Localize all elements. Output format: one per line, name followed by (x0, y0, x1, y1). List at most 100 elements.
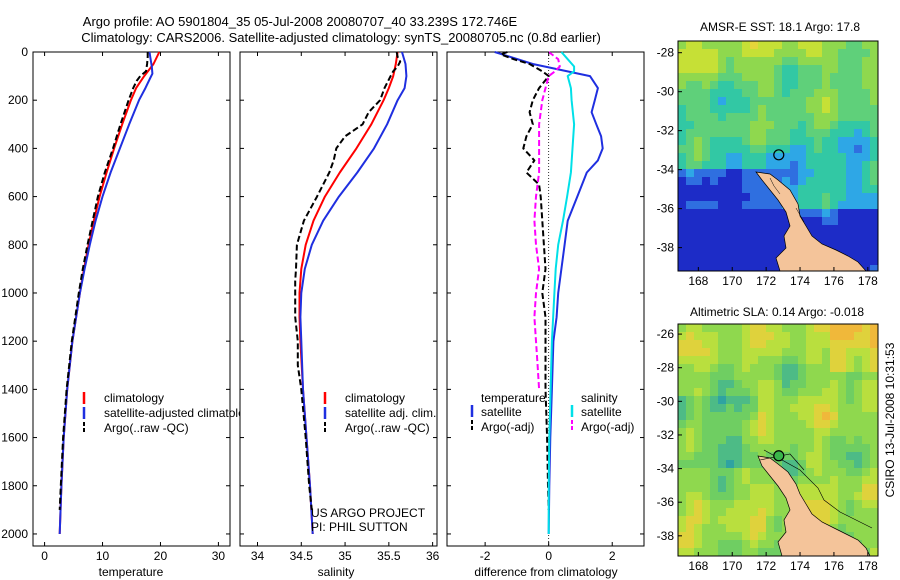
map-cell (750, 49, 759, 58)
map-cell (806, 412, 815, 421)
map-cell (822, 348, 831, 357)
map-cell (734, 460, 743, 469)
map-cell (758, 201, 767, 210)
y-tick-label: 800 (8, 238, 28, 252)
map-cell (694, 161, 703, 170)
map-cell (806, 452, 815, 461)
map-cell (758, 372, 767, 381)
map-cell (734, 249, 743, 258)
map-cell (870, 233, 878, 242)
map-cell (822, 380, 831, 389)
map-cell (838, 225, 847, 234)
map-cell (710, 516, 719, 525)
map-cell (822, 364, 831, 373)
map-cell (742, 137, 751, 146)
map-cell (870, 404, 878, 413)
map-cell (726, 137, 735, 146)
map-cell (806, 209, 815, 218)
legend-label: Argo(-adj) (481, 420, 534, 434)
map-cell (854, 217, 863, 226)
map-cell (790, 185, 799, 194)
map-cell (694, 468, 703, 477)
map-cell (830, 137, 839, 146)
map-cell (854, 332, 863, 341)
map-cell (830, 217, 839, 226)
map-cell (766, 356, 775, 365)
map-cell (678, 193, 687, 202)
map-cell (750, 41, 759, 50)
map-cell (854, 348, 863, 357)
map-cell (726, 484, 735, 493)
map-cell (814, 161, 823, 170)
map-cell (806, 404, 815, 413)
map-cell (702, 217, 711, 226)
map-cell (806, 113, 815, 122)
map-cell (694, 412, 703, 421)
map-cell (822, 468, 831, 477)
map-cell (790, 153, 799, 162)
map-cell (726, 217, 735, 226)
map-cell (862, 348, 871, 357)
map-cell (782, 81, 791, 90)
map-cell (710, 388, 719, 397)
x-tick-label: 34 (251, 549, 265, 563)
legend-label: satellite (481, 405, 522, 419)
map-cell (710, 548, 719, 556)
map-cell (862, 388, 871, 397)
map-cell (766, 476, 775, 485)
map-cell (718, 249, 727, 258)
map-cell (814, 460, 823, 469)
map-cell (758, 97, 767, 106)
map-cell (686, 476, 695, 485)
map-cell (830, 356, 839, 365)
map-cell (870, 89, 878, 98)
map-cell (726, 340, 735, 349)
map-cell (838, 73, 847, 82)
map-cell (838, 412, 847, 421)
map-cell (798, 65, 807, 74)
map-cell (750, 57, 759, 66)
map-cell (822, 436, 831, 445)
map-cell (854, 113, 863, 122)
map-cell (838, 185, 847, 194)
map-cell (694, 193, 703, 202)
map-cell (678, 532, 687, 541)
map-cell (718, 185, 727, 194)
csiro-timestamp: CSIRO 13-Jul-2008 10:31:53 (883, 342, 897, 497)
map-cell (758, 193, 767, 202)
map-cell (782, 73, 791, 82)
map-cell (846, 153, 855, 162)
map-y-tick-label: -26 (657, 327, 675, 341)
map-cell (790, 169, 799, 178)
map-cell (870, 185, 878, 194)
map-cell (782, 420, 791, 429)
map-cell (822, 57, 831, 66)
map-cell (766, 444, 775, 453)
map-cell (718, 81, 727, 90)
map-cell (686, 396, 695, 405)
map-cell (750, 532, 759, 541)
series-line-satellite-adj-clim- (299, 51, 408, 535)
map-cell (774, 49, 783, 58)
sla-field (678, 324, 878, 556)
map-cell (742, 460, 751, 469)
map-cell (862, 444, 871, 453)
map-cell (710, 129, 719, 138)
map-cell (678, 89, 687, 98)
map-cell (726, 257, 735, 266)
map-cell (822, 412, 831, 421)
x-tick-label: 30 (212, 549, 226, 563)
map-cell (702, 153, 711, 162)
sst-map-title: AMSR-E SST: 18.1 Argo: 17.8 (700, 20, 860, 34)
map-cell (854, 444, 863, 453)
map-cell (798, 404, 807, 413)
temperature-axes-frame (32, 51, 231, 547)
map-cell (838, 153, 847, 162)
map-cell (830, 468, 839, 477)
map-cell (862, 225, 871, 234)
map-cell (766, 420, 775, 429)
map-cell (750, 508, 759, 517)
map-cell (702, 540, 711, 549)
map-cell (806, 145, 815, 154)
map-cell (702, 249, 711, 258)
